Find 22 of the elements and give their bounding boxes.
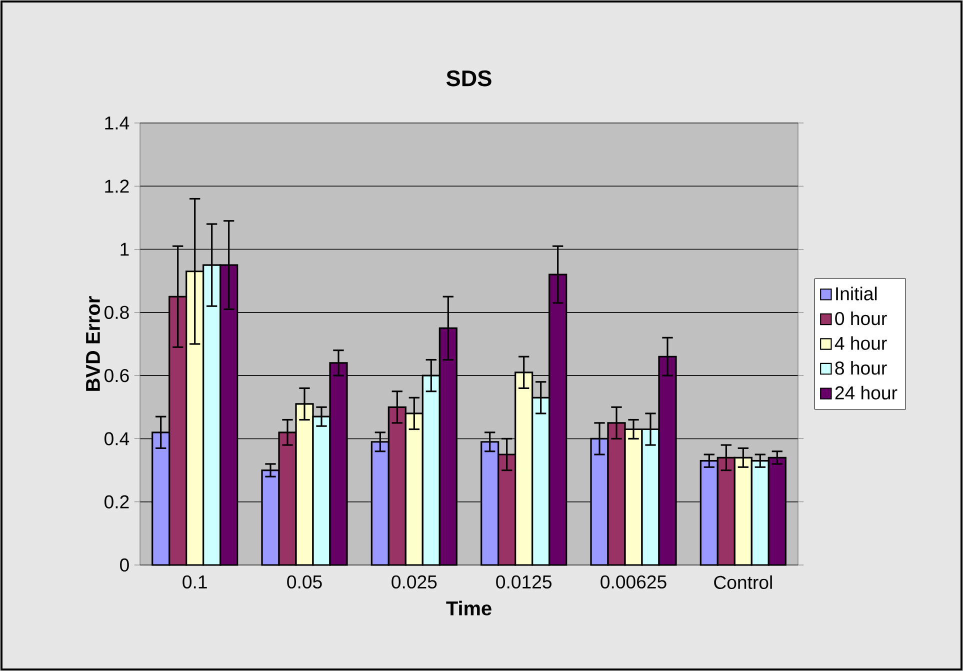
x-tick-label: 0.05 <box>287 575 322 589</box>
y-tick-label: 1.2 <box>105 180 129 193</box>
legend-label: 0 hour <box>835 311 887 326</box>
x-tick-label: 0.0125 <box>496 575 552 589</box>
x-tick-label: Control <box>714 575 772 590</box>
legend-label: 24 hour <box>835 386 898 400</box>
y-tick-label: 0.4 <box>104 432 130 446</box>
y-tick-label: 0.8 <box>104 306 129 320</box>
y-tick-label: 0.2 <box>104 495 129 508</box>
y-axis-title: BVD Error <box>86 296 100 391</box>
x-tick-label: 0.1 <box>182 575 207 589</box>
legend-label: 4 hour <box>834 336 887 350</box>
x-tick-label: 0.025 <box>392 575 437 589</box>
y-tick-label: 0 <box>120 558 129 572</box>
legend-label: 8 hour <box>835 361 887 375</box>
legend-label: Initial <box>836 286 877 300</box>
chart-title: SDS <box>446 70 492 86</box>
y-tick-label: 1 <box>120 242 129 256</box>
x-axis-title: Time <box>446 600 492 616</box>
y-tick-label: 1.4 <box>105 116 130 130</box>
y-tick-label: 0.6 <box>104 368 129 382</box>
x-tick-label: 0.00625 <box>600 575 666 589</box>
